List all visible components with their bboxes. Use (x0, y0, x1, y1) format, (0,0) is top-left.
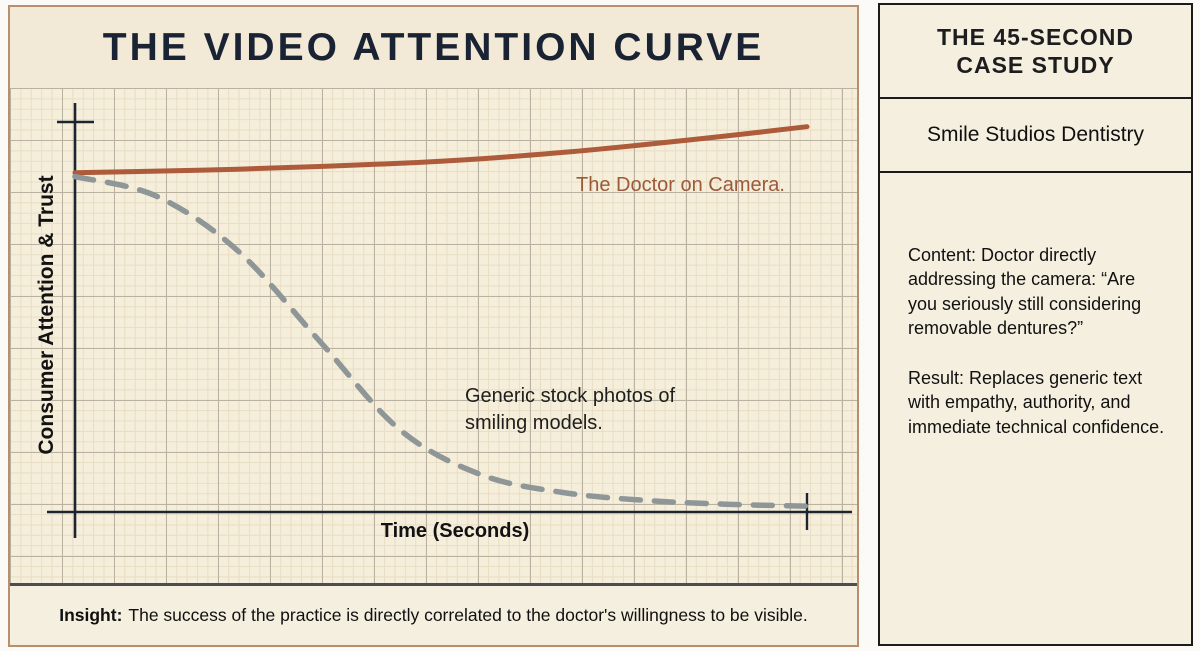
case-study-result-paragraph: Result: Replaces generic text with empat… (908, 367, 1165, 437)
insight-label: Insight: (59, 604, 123, 625)
attention-curve-chart (47, 103, 852, 538)
insight-bar: Insight: The success of the practice is d… (10, 586, 857, 644)
title-band: THE VIDEO ATTENTION CURVE (10, 7, 857, 88)
case-study-content-paragraph: Content: Doctor directly addressing the … (908, 245, 1142, 339)
insight-divider (10, 583, 857, 586)
case-study-header: THE 45-SECOND CASE STUDY (880, 5, 1191, 99)
doctor-curve (72, 124, 810, 176)
insight-text: The success of the practice is directly … (128, 604, 808, 625)
case-study-title: THE 45-SECOND CASE STUDY (936, 23, 1135, 78)
doctor-curve-label: The Doctor on Camera. (576, 174, 785, 196)
stock-photos-curve-label: Generic stock photos of smiling models. (465, 385, 676, 434)
attention-curve-panel: THE VIDEO ATTENTION CURVE The Doctor on … (8, 5, 859, 647)
case-study-subheader: Smile Studios Dentistry (880, 99, 1191, 173)
x-axis-label: Time (Seconds) (380, 520, 530, 542)
case-study-body: Content: Doctor directly addressing the … (880, 173, 1191, 439)
stock-photos-curve (72, 173, 810, 509)
y-axis-label: Consumer Attention & Trust (35, 175, 58, 455)
page-title: THE VIDEO ATTENTION CURVE (102, 25, 765, 69)
chart-area: The Doctor on Camera. Generic stock phot… (10, 88, 857, 583)
case-study-subtitle: Smile Studios Dentistry (926, 123, 1145, 146)
case-study-panel: THE 45-SECOND CASE STUDY Smile Studios D… (878, 3, 1193, 646)
